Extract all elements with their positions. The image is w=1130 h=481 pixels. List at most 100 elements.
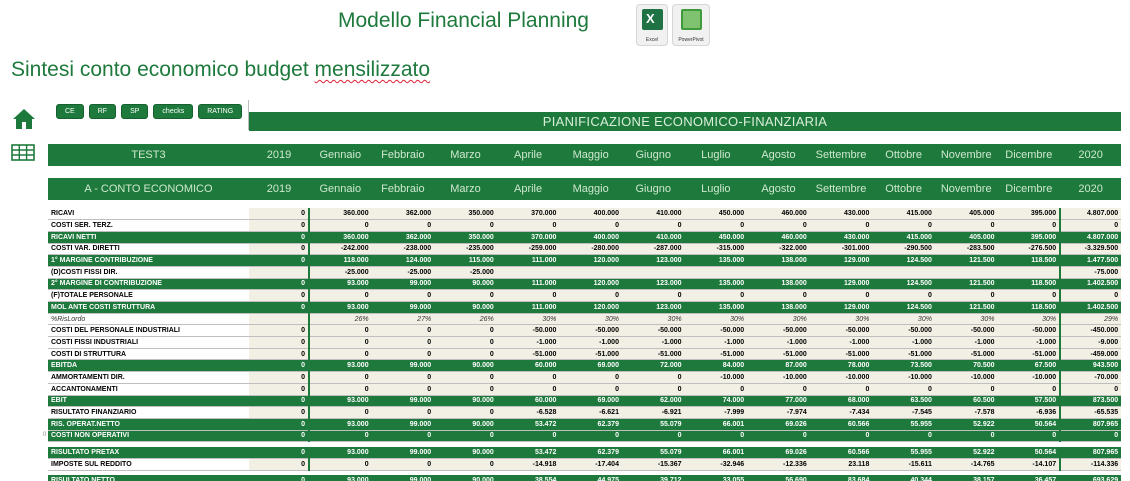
cell-2019[interactable]: 0 [249, 475, 310, 481]
cell-luglio[interactable]: 450.000 [684, 208, 748, 221]
cell-2020[interactable]: 1.402.500 [1059, 301, 1122, 314]
cell-gennaio[interactable]: 93.000 [309, 475, 372, 481]
cell-settembre[interactable]: 60.566 [809, 418, 873, 431]
cell-2020[interactable]: -114.336 [1059, 458, 1122, 471]
cell-2020[interactable]: 807.965 [1059, 446, 1122, 459]
cell-2019[interactable]: 0 [249, 219, 310, 232]
cell-luglio[interactable]: 30% [684, 313, 748, 326]
cell-ottobre[interactable]: 63.500 [872, 395, 935, 408]
cell-giugno[interactable]: 30% [621, 313, 685, 326]
cell-febbraio[interactable]: 27% [371, 313, 435, 326]
row-label[interactable]: (F)TOTALE PERSONALE [48, 289, 249, 302]
cell-maggio[interactable]: 400.000 [559, 231, 622, 244]
cell-2019[interactable]: 0 [249, 324, 310, 338]
cell-febbraio[interactable]: 0 [371, 430, 435, 443]
row-label[interactable]: RISULTATO NETTO [48, 475, 249, 481]
cell-giugno[interactable]: 0 [621, 430, 685, 443]
cell-luglio[interactable]: 66.001 [684, 446, 748, 459]
cell-novembre[interactable]: 60.500 [934, 395, 998, 408]
cell-luglio[interactable]: -1.000 [684, 336, 748, 349]
cell-ottobre[interactable]: -7.545 [872, 406, 935, 419]
cell-settembre[interactable]: -1.000 [809, 336, 873, 349]
row-label[interactable]: (D)COSTI FISSI DIR. [48, 266, 249, 279]
row-label[interactable]: COSTI FISSI INDUSTRIALI [48, 336, 249, 349]
cell-marzo[interactable]: -25.000 [434, 266, 497, 279]
cell-2019[interactable]: 0 [249, 231, 310, 244]
cell-2019[interactable]: 0 [249, 446, 310, 459]
row-label[interactable]: EBITDA [48, 359, 249, 373]
cell-gennaio[interactable]: 360.000 [309, 231, 372, 244]
cell-settembre[interactable]: -51.000 [809, 348, 873, 361]
cell-2020[interactable]: -75.000 [1059, 266, 1122, 279]
cell-maggio[interactable]: 62.379 [559, 418, 622, 431]
cell-maggio[interactable]: 120.000 [559, 254, 622, 267]
cell-2019[interactable]: 0 [249, 371, 310, 384]
cell-aprile[interactable]: 53.472 [496, 446, 560, 459]
cell-2019[interactable]: 0 [249, 278, 310, 291]
cell-2019[interactable]: 0 [249, 383, 310, 396]
cell-febbraio[interactable]: 99.000 [371, 446, 435, 459]
cell-novembre[interactable]: 70.500 [934, 359, 998, 373]
cell-2020[interactable]: 0 [1059, 289, 1122, 302]
cell-2020[interactable]: 807.965 [1059, 418, 1122, 431]
cell-maggio[interactable]: 0 [559, 371, 622, 384]
cell-dicembre[interactable]: 0 [997, 430, 1061, 443]
cell-marzo[interactable]: 90.000 [434, 475, 497, 481]
cell-novembre[interactable]: 121.500 [934, 278, 998, 291]
cell-gennaio[interactable]: 118.000 [309, 254, 372, 267]
cell-luglio[interactable]: 74.000 [684, 395, 748, 408]
cell-gennaio[interactable]: 93.000 [309, 418, 372, 431]
cell-giugno[interactable]: -50.000 [621, 324, 685, 338]
cell-aprile[interactable]: 370.000 [496, 231, 560, 244]
cell-maggio[interactable]: 62.379 [559, 446, 622, 459]
cell-2020[interactable]: 0 [1059, 383, 1122, 396]
cell-marzo[interactable]: 0 [434, 430, 497, 443]
cell-dicembre[interactable]: -10.000 [997, 371, 1061, 384]
cell-agosto[interactable]: 87.000 [747, 359, 810, 373]
cell-novembre[interactable]: -7.578 [934, 406, 998, 419]
cell-dicembre[interactable]: -50.000 [997, 324, 1061, 338]
cell-aprile[interactable]: -259.000 [496, 243, 560, 256]
nav-button-ce[interactable]: CE [56, 104, 84, 119]
cell-ottobre[interactable]: -290.500 [872, 243, 935, 256]
cell-dicembre[interactable]: 118.500 [997, 254, 1061, 267]
cell-agosto[interactable]: 0 [747, 289, 810, 302]
cell-giugno[interactable]: 123.000 [621, 278, 685, 291]
cell-gennaio[interactable]: 0 [309, 348, 372, 361]
cell-agosto[interactable]: 138.000 [747, 301, 810, 314]
cell-ottobre[interactable]: 124.500 [872, 254, 935, 267]
cell-luglio[interactable]: 0 [684, 430, 748, 443]
row-label[interactable]: IMPOSTE SUL REDDITO [48, 458, 249, 471]
cell-febbraio[interactable]: 0 [371, 406, 435, 419]
cell-2020[interactable]: 693.629 [1059, 475, 1122, 481]
cell-aprile[interactable]: 60.000 [496, 359, 560, 373]
cell-novembre[interactable]: 405.000 [934, 231, 998, 244]
cell-giugno[interactable]: 123.000 [621, 301, 685, 314]
row-label[interactable]: RISULTATO PRETAX [48, 446, 249, 459]
cell-dicembre[interactable]: -1.000 [997, 336, 1061, 349]
cell-2020[interactable]: 4.807.000 [1059, 208, 1122, 221]
cell-ottobre[interactable]: 0 [872, 430, 935, 443]
cell-ottobre[interactable]: 55.955 [872, 446, 935, 459]
cell-gennaio[interactable]: 93.000 [309, 395, 372, 408]
nav-button-rating[interactable]: RATING [198, 104, 243, 119]
cell-dicembre[interactable]: -14.107 [997, 458, 1061, 471]
cell-luglio[interactable]: 0 [684, 289, 748, 302]
cell-gennaio[interactable]: -25.000 [309, 266, 372, 279]
cell-settembre[interactable]: 0 [809, 383, 873, 396]
cell-gennaio[interactable]: 0 [309, 324, 372, 338]
cell-ottobre[interactable]: 40.344 [872, 475, 935, 481]
row-label[interactable]: AMMORTAMENTI DIR. [48, 371, 249, 384]
cell-gennaio[interactable]: 0 [309, 289, 372, 302]
home-icon[interactable] [12, 108, 36, 130]
cell-maggio[interactable]: 400.000 [559, 208, 622, 221]
cell-ottobre[interactable]: -50.000 [872, 324, 935, 338]
cell-aprile[interactable]: 0 [496, 430, 560, 443]
cell-marzo[interactable]: 90.000 [434, 359, 497, 373]
cell-aprile[interactable]: 111.000 [496, 278, 560, 291]
cell-febbraio[interactable]: 99.000 [371, 418, 435, 431]
cell-aprile[interactable] [496, 266, 560, 279]
cell-gennaio[interactable]: 0 [309, 336, 372, 349]
cell-novembre[interactable]: 52.922 [934, 418, 998, 431]
cell-luglio[interactable]: -315.000 [684, 243, 748, 256]
